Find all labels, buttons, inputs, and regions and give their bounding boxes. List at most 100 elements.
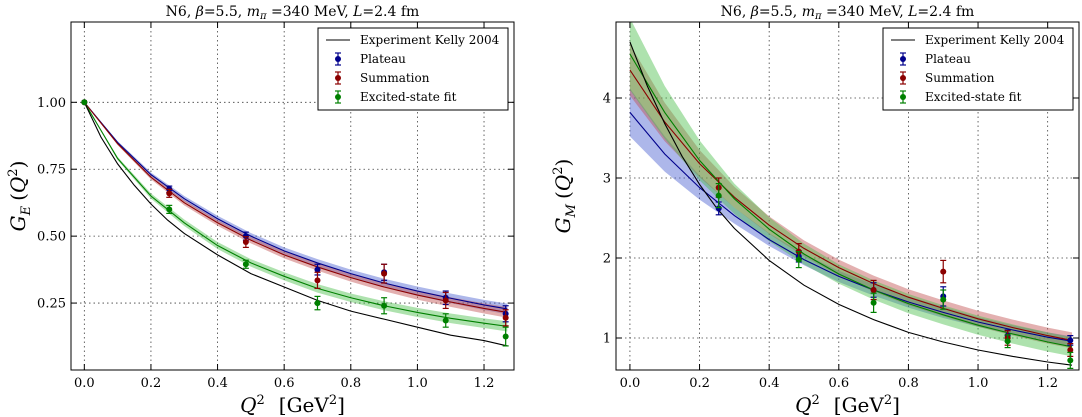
marker xyxy=(314,300,321,307)
marker xyxy=(1067,357,1074,364)
data-point-3-4 xyxy=(940,289,947,310)
legend-label-3: Excited-state fit xyxy=(925,90,1022,104)
data-point-3-5 xyxy=(1004,334,1011,349)
legend-marker xyxy=(900,56,906,62)
y-tick-label-2: 3 xyxy=(603,172,611,187)
data-point-2-5 xyxy=(381,263,388,284)
marker xyxy=(715,192,722,199)
marker xyxy=(502,314,509,321)
fit-band-1 xyxy=(629,88,1073,347)
y-axis-title: GM(Q2) xyxy=(551,159,579,234)
marker xyxy=(870,299,877,306)
y-tick-label-0: 0.25 xyxy=(37,297,66,312)
x-axis-title: Q2 [GeV2] xyxy=(795,393,900,417)
marker xyxy=(940,296,947,303)
data-point-3-6 xyxy=(1067,351,1074,369)
marker xyxy=(381,270,388,277)
x-tick-label-2: 0.4 xyxy=(207,376,228,391)
marker xyxy=(940,268,947,275)
x-tick-label-4: 0.8 xyxy=(340,376,361,391)
marker xyxy=(442,317,449,324)
legend-marker xyxy=(335,75,341,81)
legend-label-1: Plateau xyxy=(925,52,971,66)
marker xyxy=(166,190,173,197)
legend-box xyxy=(317,27,509,111)
marker xyxy=(242,239,249,246)
x-tick-label-6: 1.2 xyxy=(474,376,495,391)
y-tick-label-2: 0.75 xyxy=(37,163,66,178)
x-tick-label-2: 0.4 xyxy=(759,376,780,391)
marker xyxy=(166,206,173,213)
experiment-curve xyxy=(83,102,508,347)
legend-marker xyxy=(900,94,906,100)
panel-title: N6, β=5.5, mπ =340 MeV, L=2.4 fm xyxy=(166,4,420,22)
chart-panel-1: 0.0 0.2 0.4 0.6 0.8 1.0 1.2 0.25 0.50 0.75 1.00 N6,… xyxy=(6,4,515,417)
x-tick-label-4: 0.8 xyxy=(898,376,919,391)
x-axis-title: Q2 [GeV2] xyxy=(240,393,345,417)
marker xyxy=(715,205,722,212)
legend-label-2: Summation xyxy=(360,71,430,85)
marker xyxy=(1067,337,1074,344)
panel-title: N6, β=5.5, mπ =340 MeV, L=2.4 fm xyxy=(721,4,975,22)
marker xyxy=(442,297,449,304)
x-tick-label-5: 1.0 xyxy=(407,376,428,391)
marker xyxy=(314,277,321,284)
x-tick-label-3: 0.6 xyxy=(828,376,849,391)
experiment-curve xyxy=(629,41,1073,366)
data-point-2-2 xyxy=(166,188,173,198)
plot-area xyxy=(71,22,514,370)
legend: Experiment Kelly 2004 Plateau Summation Exc… xyxy=(317,27,509,111)
y-tick-label-0: 1 xyxy=(603,332,611,347)
x-tick-label-0: 0.0 xyxy=(620,376,641,391)
x-tick-label-6: 1.2 xyxy=(1037,376,1058,391)
data-point-2-4 xyxy=(314,271,321,289)
data-point-1-1 xyxy=(715,201,722,216)
legend-label-3: Excited-state fit xyxy=(360,90,457,104)
legend-box xyxy=(882,27,1074,111)
marker xyxy=(242,261,249,268)
x-tick-label-1: 0.2 xyxy=(141,376,162,391)
data-point-2-4 xyxy=(940,259,947,284)
marker xyxy=(81,99,88,106)
data-point-3-5 xyxy=(381,297,388,315)
y-tick-label-3: 1.00 xyxy=(37,96,66,111)
chart-panel-2: 0.0 0.2 0.4 0.6 0.8 1.0 1.2 1 2 3 4 N6, β=5.5, mπ =… xyxy=(551,4,1080,417)
data-point-3-7 xyxy=(502,326,509,347)
fit-line-2 xyxy=(629,69,1073,341)
x-tick-label-5: 1.0 xyxy=(968,376,989,391)
legend-marker xyxy=(335,94,341,100)
data-point-2-7 xyxy=(502,309,509,327)
legend-marker xyxy=(900,75,906,81)
data-point-3-2 xyxy=(795,251,802,269)
legend-marker xyxy=(335,56,341,62)
data-point-3-2 xyxy=(166,204,173,214)
x-tick-label-3: 0.6 xyxy=(274,376,295,391)
marker xyxy=(381,302,388,309)
marker xyxy=(870,287,877,293)
legend-label-2: Summation xyxy=(925,71,995,85)
legend-label-0: Experiment Kelly 2004 xyxy=(360,33,500,47)
data-point-2-3 xyxy=(242,236,249,248)
marker xyxy=(1004,338,1011,345)
marker xyxy=(314,266,321,273)
data-point-3-3 xyxy=(242,259,249,269)
plot-area xyxy=(616,22,1079,370)
y-tick-label-1: 0.50 xyxy=(37,230,66,245)
y-tick-label-1: 2 xyxy=(603,252,611,267)
y-axis-title: GE(Q2) xyxy=(6,161,34,232)
data-point-3-6 xyxy=(442,313,449,328)
data-point-3-4 xyxy=(314,295,321,311)
marker xyxy=(1067,347,1074,353)
data-point-2-6 xyxy=(442,291,449,310)
axes-frame xyxy=(70,21,515,371)
legend-label-1: Plateau xyxy=(360,52,406,66)
data-point-3-1 xyxy=(715,183,722,209)
fit-band-2 xyxy=(84,102,508,318)
data-point-3-3 xyxy=(870,292,877,313)
y-tick-label-3: 4 xyxy=(603,92,611,107)
x-tick-label-0: 0.0 xyxy=(74,376,95,391)
axes-frame xyxy=(615,21,1080,371)
legend: Experiment Kelly 2004 Plateau Summation Exc… xyxy=(882,27,1074,111)
marker xyxy=(795,256,802,263)
